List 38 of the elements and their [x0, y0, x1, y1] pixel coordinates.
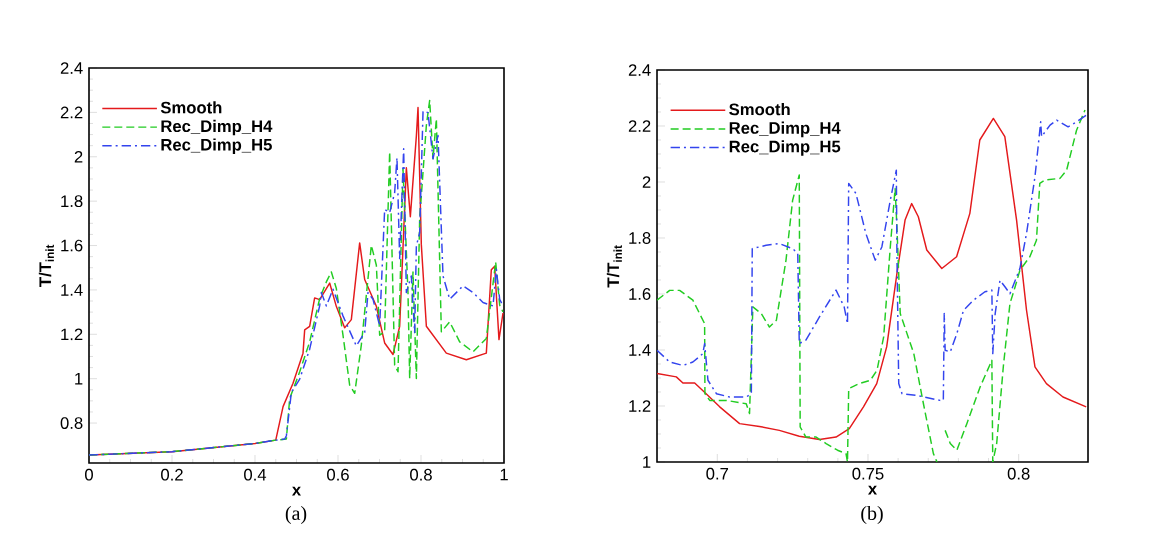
text: (a) — [285, 505, 307, 525]
y-tick-label: 1.6 — [61, 239, 83, 252]
x-tick-label: 0.75 — [852, 467, 884, 480]
x-tick-label: 0.8 — [1007, 467, 1030, 480]
legend-label: Rec_Dimp_H4 — [729, 121, 841, 138]
y-tick-label: 1.2 — [61, 328, 83, 341]
y-axis-title: T/T$_{init}$ — [38, 244, 54, 287]
legend-label: Smooth — [729, 103, 790, 116]
y-tick-label: 1 — [75, 372, 83, 385]
legend-label: Rec_Dimp_H5 — [729, 140, 841, 156]
y-tick-label: 1.2 — [629, 400, 651, 412]
x-tick-label: 0.8 — [410, 468, 432, 481]
y-tick-label: 2 — [74, 150, 83, 163]
y-tick-label: 1.4 — [61, 284, 83, 296]
legend-label: Rec_Dimp_H4 — [161, 119, 273, 136]
x-tick-label: 0.6 — [327, 468, 349, 481]
y-tick-label: 2.2 — [60, 106, 83, 119]
y-tick-label: 0.8 — [60, 417, 83, 429]
y-tick-label: 2 — [642, 176, 651, 188]
legend-label: Rec_Dimp_H5 — [161, 138, 272, 154]
x-axis-title: x — [867, 485, 878, 495]
y-tick-label: 2.4 — [60, 62, 83, 74]
x-tick-label: 1 — [500, 468, 508, 481]
y-tick-label: 1.6 — [629, 288, 651, 300]
y-tick-label: 2.4 — [628, 64, 651, 76]
y-tick-label: 1.8 — [629, 232, 651, 244]
x-tick-label: 0 — [85, 468, 93, 481]
x-tick-label: 0.4 — [244, 468, 267, 481]
y-tick-label: 1.4 — [629, 344, 651, 356]
text: (b) — [861, 505, 883, 525]
y-tick-label: 1.8 — [61, 195, 83, 208]
y-axis-title: T/T$_{init}$ — [606, 245, 622, 288]
x-axis-title: x — [291, 486, 302, 496]
y-tick-label: 1 — [643, 456, 651, 468]
legend-label: Smooth — [160, 101, 222, 114]
x-tick-label: 0.7 — [706, 467, 729, 480]
y-tick-label: 2.2 — [628, 120, 651, 132]
x-tick-label: 0.2 — [161, 468, 183, 481]
